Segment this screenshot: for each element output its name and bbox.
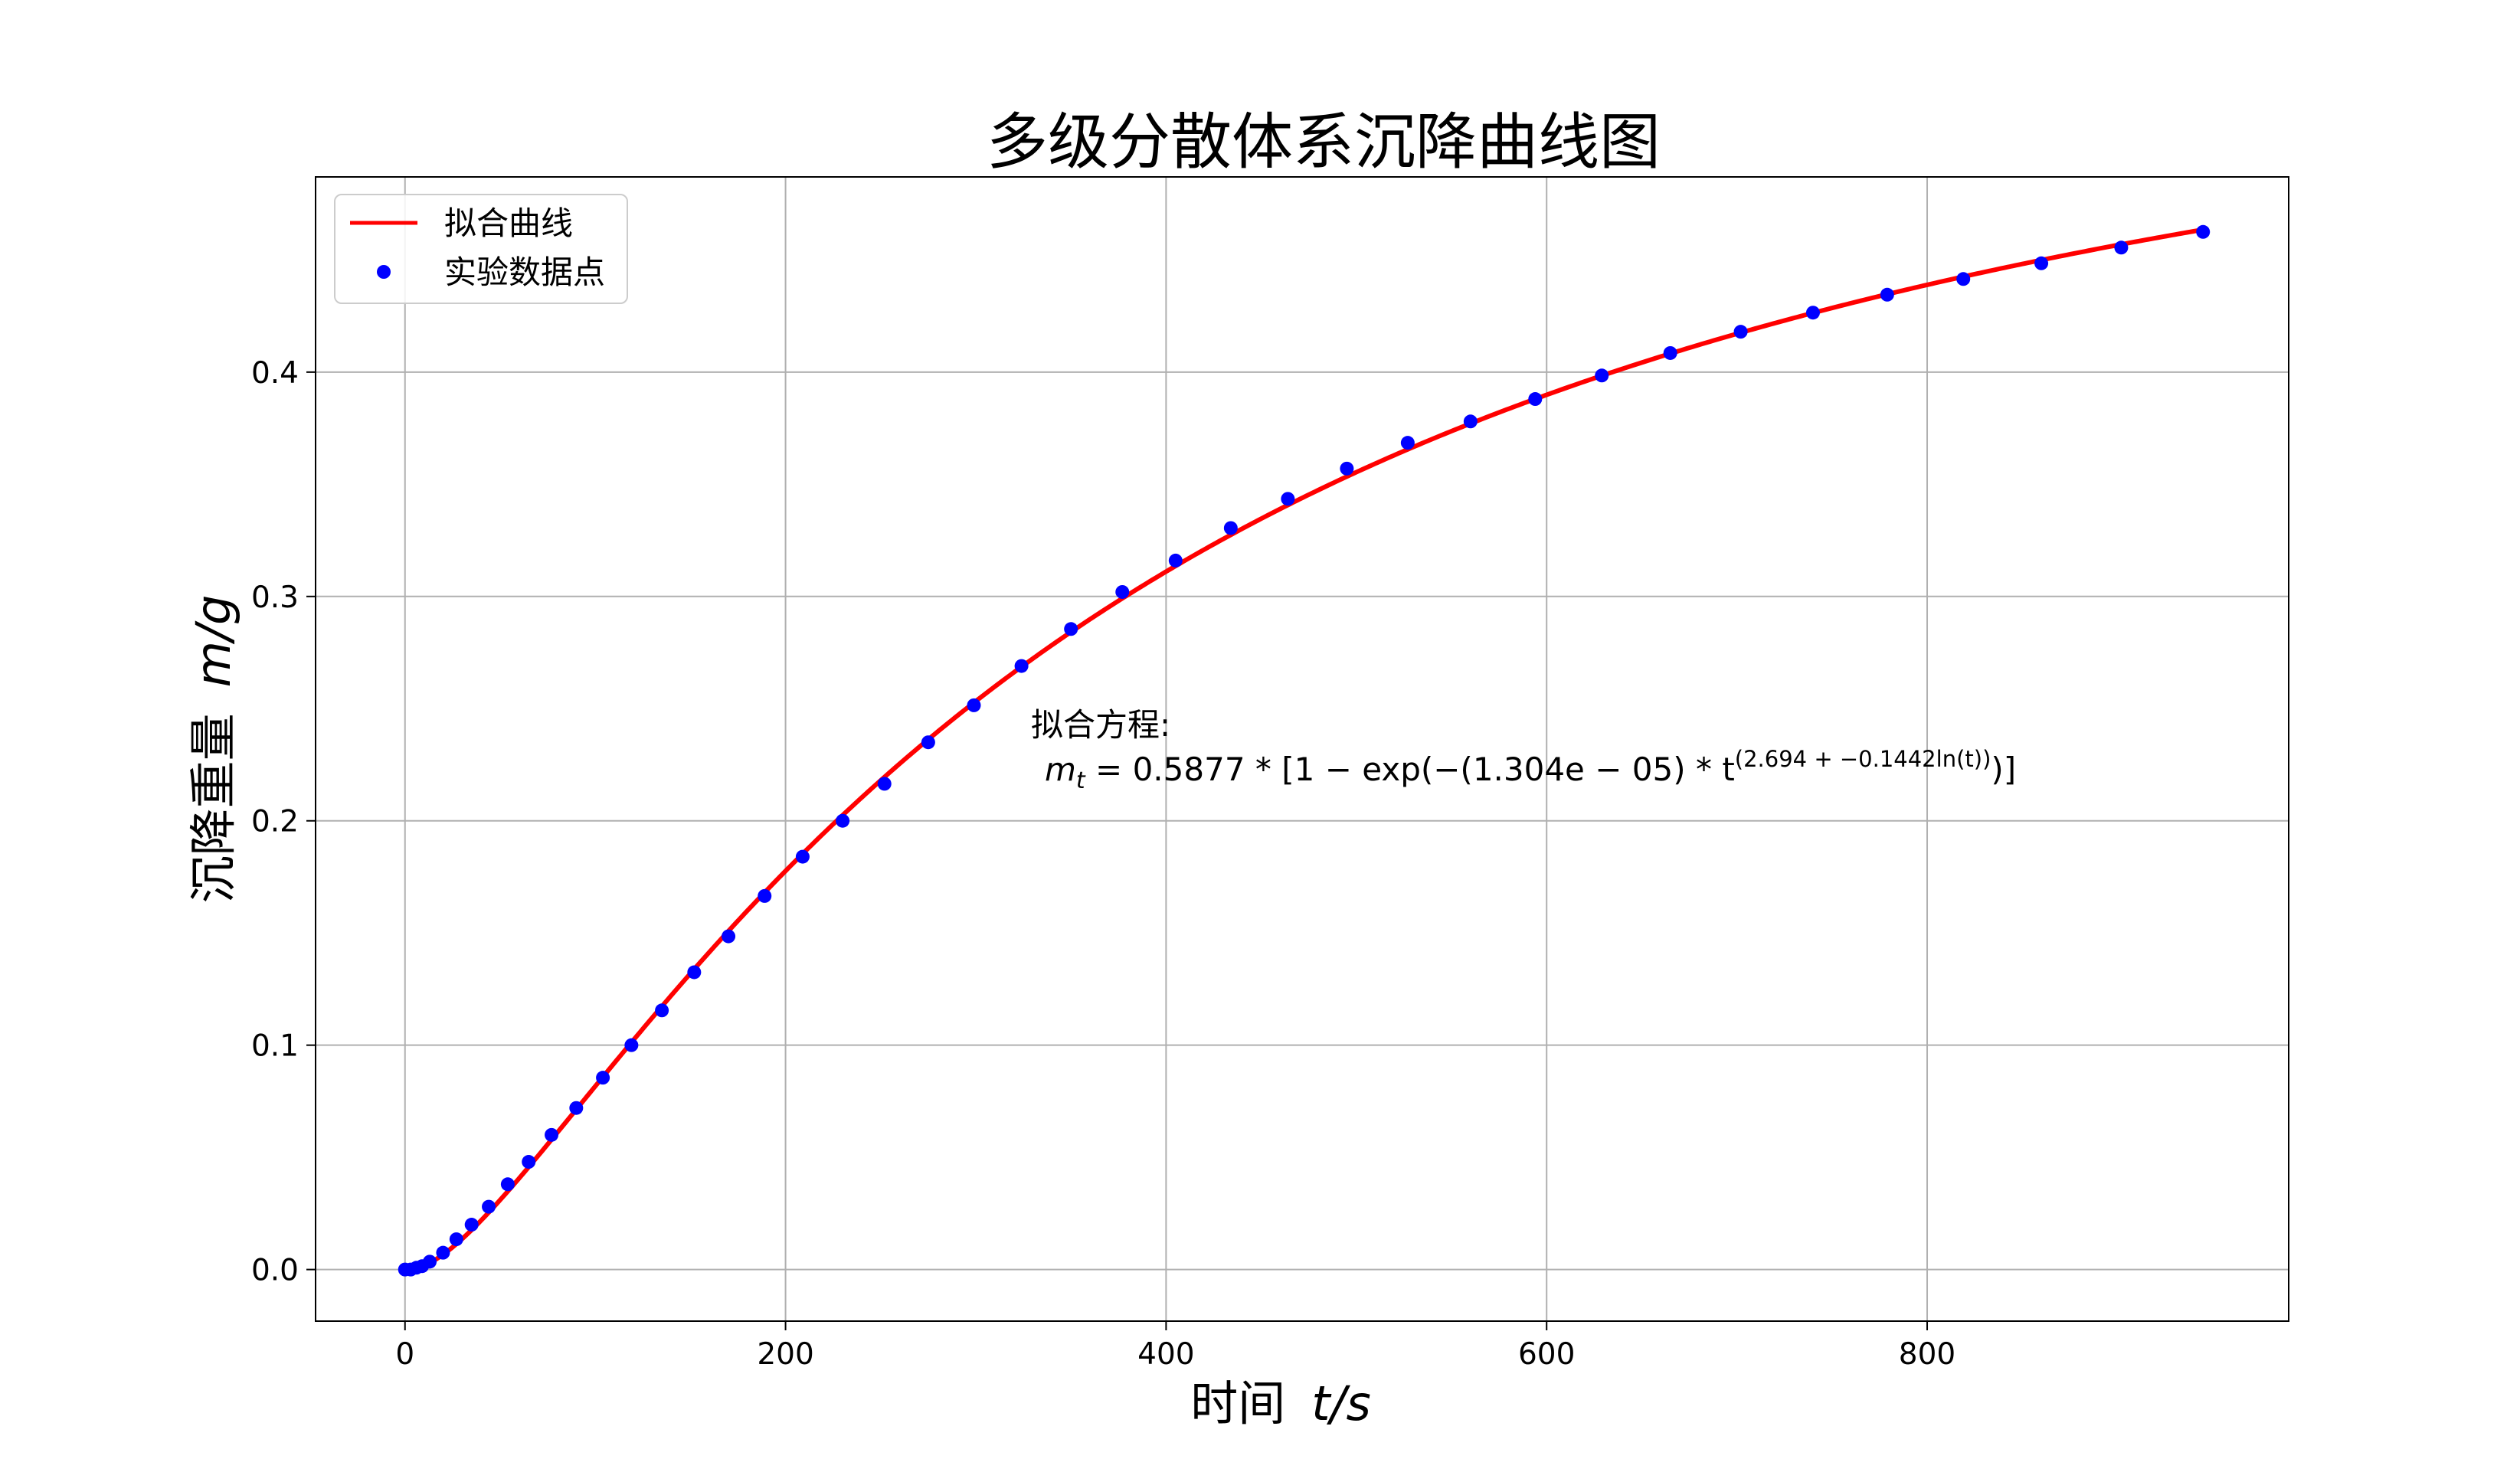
- y-tick-label: 0.0: [251, 1254, 299, 1288]
- x-tick-label: 200: [757, 1337, 813, 1372]
- equation-exponent: (2.694 + −0.1442ln(t)): [1735, 746, 1991, 772]
- data-point: [758, 888, 772, 903]
- legend-points-swatch: [377, 265, 391, 279]
- equation-body: = 0.5877 * [1 − exp(−(1.304e − 05) * t: [1085, 751, 1735, 788]
- data-point: [624, 1038, 639, 1052]
- x-tick-label: 800: [1899, 1337, 1955, 1372]
- data-point: [482, 1199, 496, 1214]
- equation-lhs-sub: t: [1076, 767, 1086, 794]
- data-point: [795, 849, 810, 864]
- data-point: [1880, 287, 1894, 302]
- y-tick-label: 0.4: [251, 356, 299, 391]
- data-point: [655, 1003, 669, 1018]
- y-axis-ticks: 0.0 0.1 0.2 0.3 0.4: [251, 356, 316, 1288]
- x-tick-label: 400: [1137, 1337, 1194, 1372]
- x-axis-label-unit: t/s: [1311, 1376, 1371, 1431]
- y-axis-label: 沉降重量 m/g: [185, 595, 241, 904]
- data-point: [1528, 392, 1543, 407]
- data-point: [722, 929, 736, 944]
- data-point: [2034, 256, 2049, 270]
- data-point: [836, 813, 850, 828]
- fit-curve: [404, 227, 2206, 1272]
- data-point: [1281, 492, 1295, 506]
- equation-lhs-base: m: [1045, 751, 1076, 788]
- data-point: [687, 965, 702, 980]
- data-point: [500, 1177, 515, 1192]
- data-point: [464, 1218, 479, 1232]
- x-axis-label: 时间 t/s: [1190, 1376, 1371, 1431]
- data-point: [522, 1155, 536, 1169]
- data-point: [596, 1071, 610, 1085]
- y-axis-label-text: 沉降重量: [185, 713, 241, 903]
- legend-fit-label: 拟合曲线: [444, 204, 573, 242]
- data-point: [1223, 521, 1238, 535]
- data-point: [1340, 461, 1354, 476]
- plot-frame: [315, 176, 2289, 1322]
- fit-curve-layer: [404, 227, 2206, 1272]
- data-point: [449, 1232, 463, 1247]
- data-point: [545, 1127, 559, 1142]
- data-points-layer: [398, 224, 2211, 1277]
- equation-tail: )]: [1991, 751, 2016, 788]
- data-point: [569, 1101, 584, 1115]
- data-point: [1805, 306, 1820, 320]
- y-tick-label: 0.3: [251, 581, 299, 615]
- data-point: [1595, 368, 1609, 383]
- data-point: [921, 735, 935, 750]
- data-point: [877, 777, 892, 791]
- data-point: [967, 698, 981, 712]
- legend: 拟合曲线 实验数据点: [334, 194, 628, 304]
- data-point: [1733, 325, 1748, 339]
- legend-points-label: 实验数据点: [444, 254, 605, 291]
- x-axis-label-text: 时间: [1190, 1376, 1285, 1431]
- fit-equation-annotation: 拟合方程: mt = 0.5877 * [1 − exp(−(1.304e − …: [1031, 706, 2016, 794]
- data-point: [436, 1245, 450, 1260]
- data-point: [1115, 584, 1130, 599]
- data-point: [2196, 224, 2211, 239]
- y-tick-label: 0.2: [251, 805, 299, 839]
- x-tick-label: 0: [395, 1337, 414, 1372]
- data-point: [1663, 345, 1677, 360]
- data-point: [423, 1254, 437, 1269]
- x-axis-ticks: 0 200 400 600 800: [395, 1321, 1955, 1372]
- y-tick-label: 0.1: [251, 1029, 299, 1064]
- data-point: [1400, 436, 1415, 450]
- data-point: [1064, 622, 1078, 636]
- data-point: [1168, 553, 1183, 568]
- data-point: [1956, 272, 1971, 286]
- annotation-heading: 拟合方程:: [1031, 706, 1170, 744]
- data-point: [1014, 659, 1029, 673]
- chart-title: 多级分散体系沉降曲线图: [987, 106, 1661, 178]
- x-tick-label: 600: [1518, 1337, 1575, 1372]
- annotation-equation: mt = 0.5877 * [1 − exp(−(1.304e − 05) * …: [1045, 746, 2016, 794]
- y-axis-label-unit: m/g: [185, 595, 241, 688]
- grid: [316, 177, 2289, 1321]
- data-point: [1463, 414, 1478, 429]
- data-point: [2114, 240, 2129, 255]
